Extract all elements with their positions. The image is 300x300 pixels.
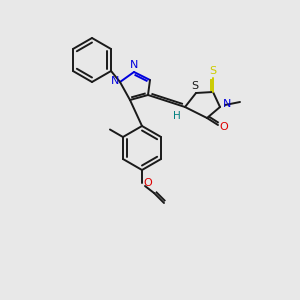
- Text: N: N: [223, 99, 231, 109]
- Text: O: O: [220, 122, 228, 132]
- Text: H: H: [173, 111, 181, 121]
- Text: N: N: [111, 76, 119, 86]
- Text: S: S: [191, 81, 199, 91]
- Text: O: O: [144, 178, 152, 188]
- Text: N: N: [130, 60, 138, 70]
- Text: S: S: [209, 66, 217, 76]
